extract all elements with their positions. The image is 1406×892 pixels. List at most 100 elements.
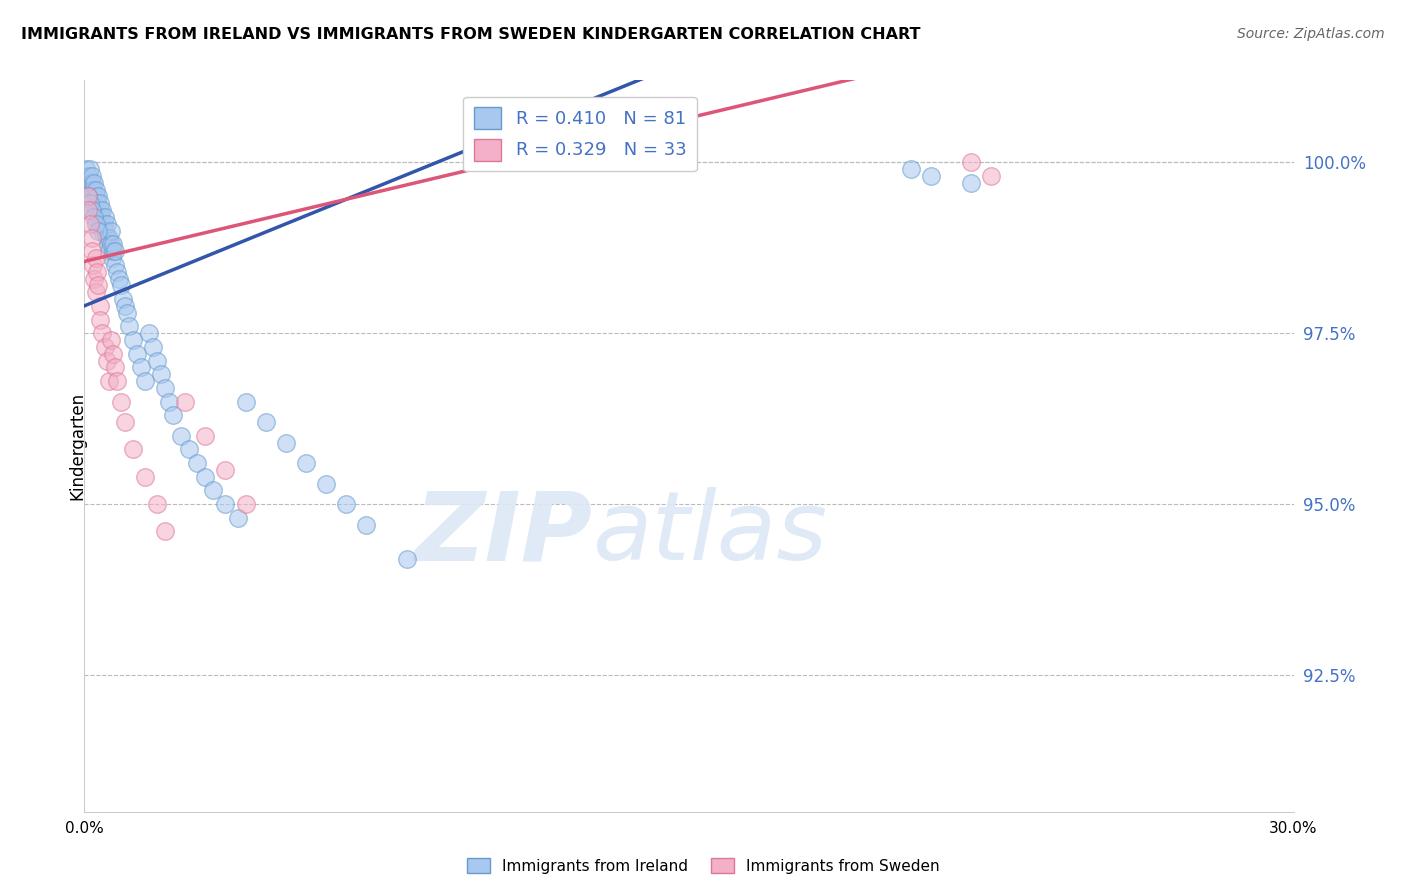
- Point: [93, 210, 115, 224]
- Point: [105, 374, 128, 388]
- Point: [96, 217, 118, 231]
- Point: [115, 306, 138, 320]
- Point: [104, 244, 127, 259]
- Legend: Immigrants from Ireland, Immigrants from Sweden: Immigrants from Ireland, Immigrants from…: [461, 852, 945, 880]
- Point: [80, 176, 103, 190]
- Point: [77, 203, 100, 218]
- Point: [134, 469, 156, 483]
- Point: [77, 189, 100, 203]
- Point: [75, 162, 97, 177]
- Point: [118, 319, 141, 334]
- Text: atlas: atlas: [592, 487, 827, 581]
- Point: [170, 429, 193, 443]
- Point: [142, 340, 165, 354]
- Point: [900, 162, 922, 177]
- Text: ZIP: ZIP: [415, 487, 592, 581]
- Point: [100, 224, 122, 238]
- Point: [83, 210, 105, 224]
- Point: [129, 360, 152, 375]
- Point: [153, 381, 176, 395]
- Legend: R = 0.410   N = 81, R = 0.329   N = 33: R = 0.410 N = 81, R = 0.329 N = 33: [463, 96, 697, 171]
- Point: [125, 347, 148, 361]
- Point: [82, 169, 104, 183]
- Point: [86, 196, 108, 211]
- Point: [89, 196, 111, 211]
- Point: [153, 524, 176, 539]
- Point: [79, 217, 101, 231]
- Point: [335, 497, 357, 511]
- Point: [146, 497, 169, 511]
- Point: [179, 442, 201, 457]
- Point: [97, 237, 120, 252]
- Point: [97, 230, 120, 244]
- Text: IMMIGRANTS FROM IRELAND VS IMMIGRANTS FROM SWEDEN KINDERGARTEN CORRELATION CHART: IMMIGRANTS FROM IRELAND VS IMMIGRANTS FR…: [21, 27, 921, 42]
- Point: [194, 429, 217, 443]
- Point: [100, 251, 122, 265]
- Point: [162, 409, 184, 423]
- Point: [82, 189, 104, 203]
- Point: [960, 176, 983, 190]
- Point: [157, 394, 180, 409]
- Point: [90, 210, 112, 224]
- Point: [111, 292, 134, 306]
- Point: [89, 299, 111, 313]
- Point: [295, 456, 318, 470]
- Point: [110, 394, 132, 409]
- Point: [100, 333, 122, 347]
- Point: [79, 183, 101, 197]
- Point: [114, 415, 136, 429]
- Point: [96, 230, 118, 244]
- Point: [86, 217, 108, 231]
- Point: [89, 217, 111, 231]
- Point: [104, 258, 127, 272]
- Point: [395, 551, 418, 566]
- Point: [89, 312, 111, 326]
- Point: [149, 368, 172, 382]
- Point: [77, 176, 100, 190]
- Point: [202, 483, 225, 498]
- Point: [214, 497, 236, 511]
- Point: [960, 155, 983, 169]
- Point: [87, 189, 110, 203]
- Text: Source: ZipAtlas.com: Source: ZipAtlas.com: [1237, 27, 1385, 41]
- Point: [214, 463, 236, 477]
- Point: [94, 224, 117, 238]
- Point: [86, 265, 108, 279]
- Point: [104, 360, 127, 375]
- Point: [83, 176, 105, 190]
- Point: [91, 326, 114, 341]
- Point: [91, 203, 114, 218]
- Point: [186, 456, 208, 470]
- Point: [82, 203, 104, 218]
- Point: [235, 394, 257, 409]
- Point: [89, 203, 111, 218]
- Point: [84, 285, 107, 300]
- Point: [226, 510, 249, 524]
- Point: [110, 278, 132, 293]
- Point: [174, 394, 197, 409]
- Point: [87, 210, 110, 224]
- Point: [87, 278, 110, 293]
- Point: [107, 271, 129, 285]
- Point: [138, 326, 160, 341]
- Point: [83, 271, 105, 285]
- Point: [146, 353, 169, 368]
- Point: [121, 333, 143, 347]
- Point: [93, 217, 115, 231]
- Point: [105, 265, 128, 279]
- Point: [114, 299, 136, 313]
- Point: [87, 224, 110, 238]
- Point: [97, 374, 120, 388]
- Point: [920, 169, 942, 183]
- Point: [86, 183, 108, 197]
- Point: [101, 347, 124, 361]
- Point: [134, 374, 156, 388]
- Point: [82, 183, 104, 197]
- Point: [121, 442, 143, 457]
- Point: [98, 244, 121, 259]
- Point: [91, 224, 114, 238]
- Point: [82, 244, 104, 259]
- Point: [86, 251, 108, 265]
- Point: [76, 169, 98, 183]
- Point: [100, 237, 122, 252]
